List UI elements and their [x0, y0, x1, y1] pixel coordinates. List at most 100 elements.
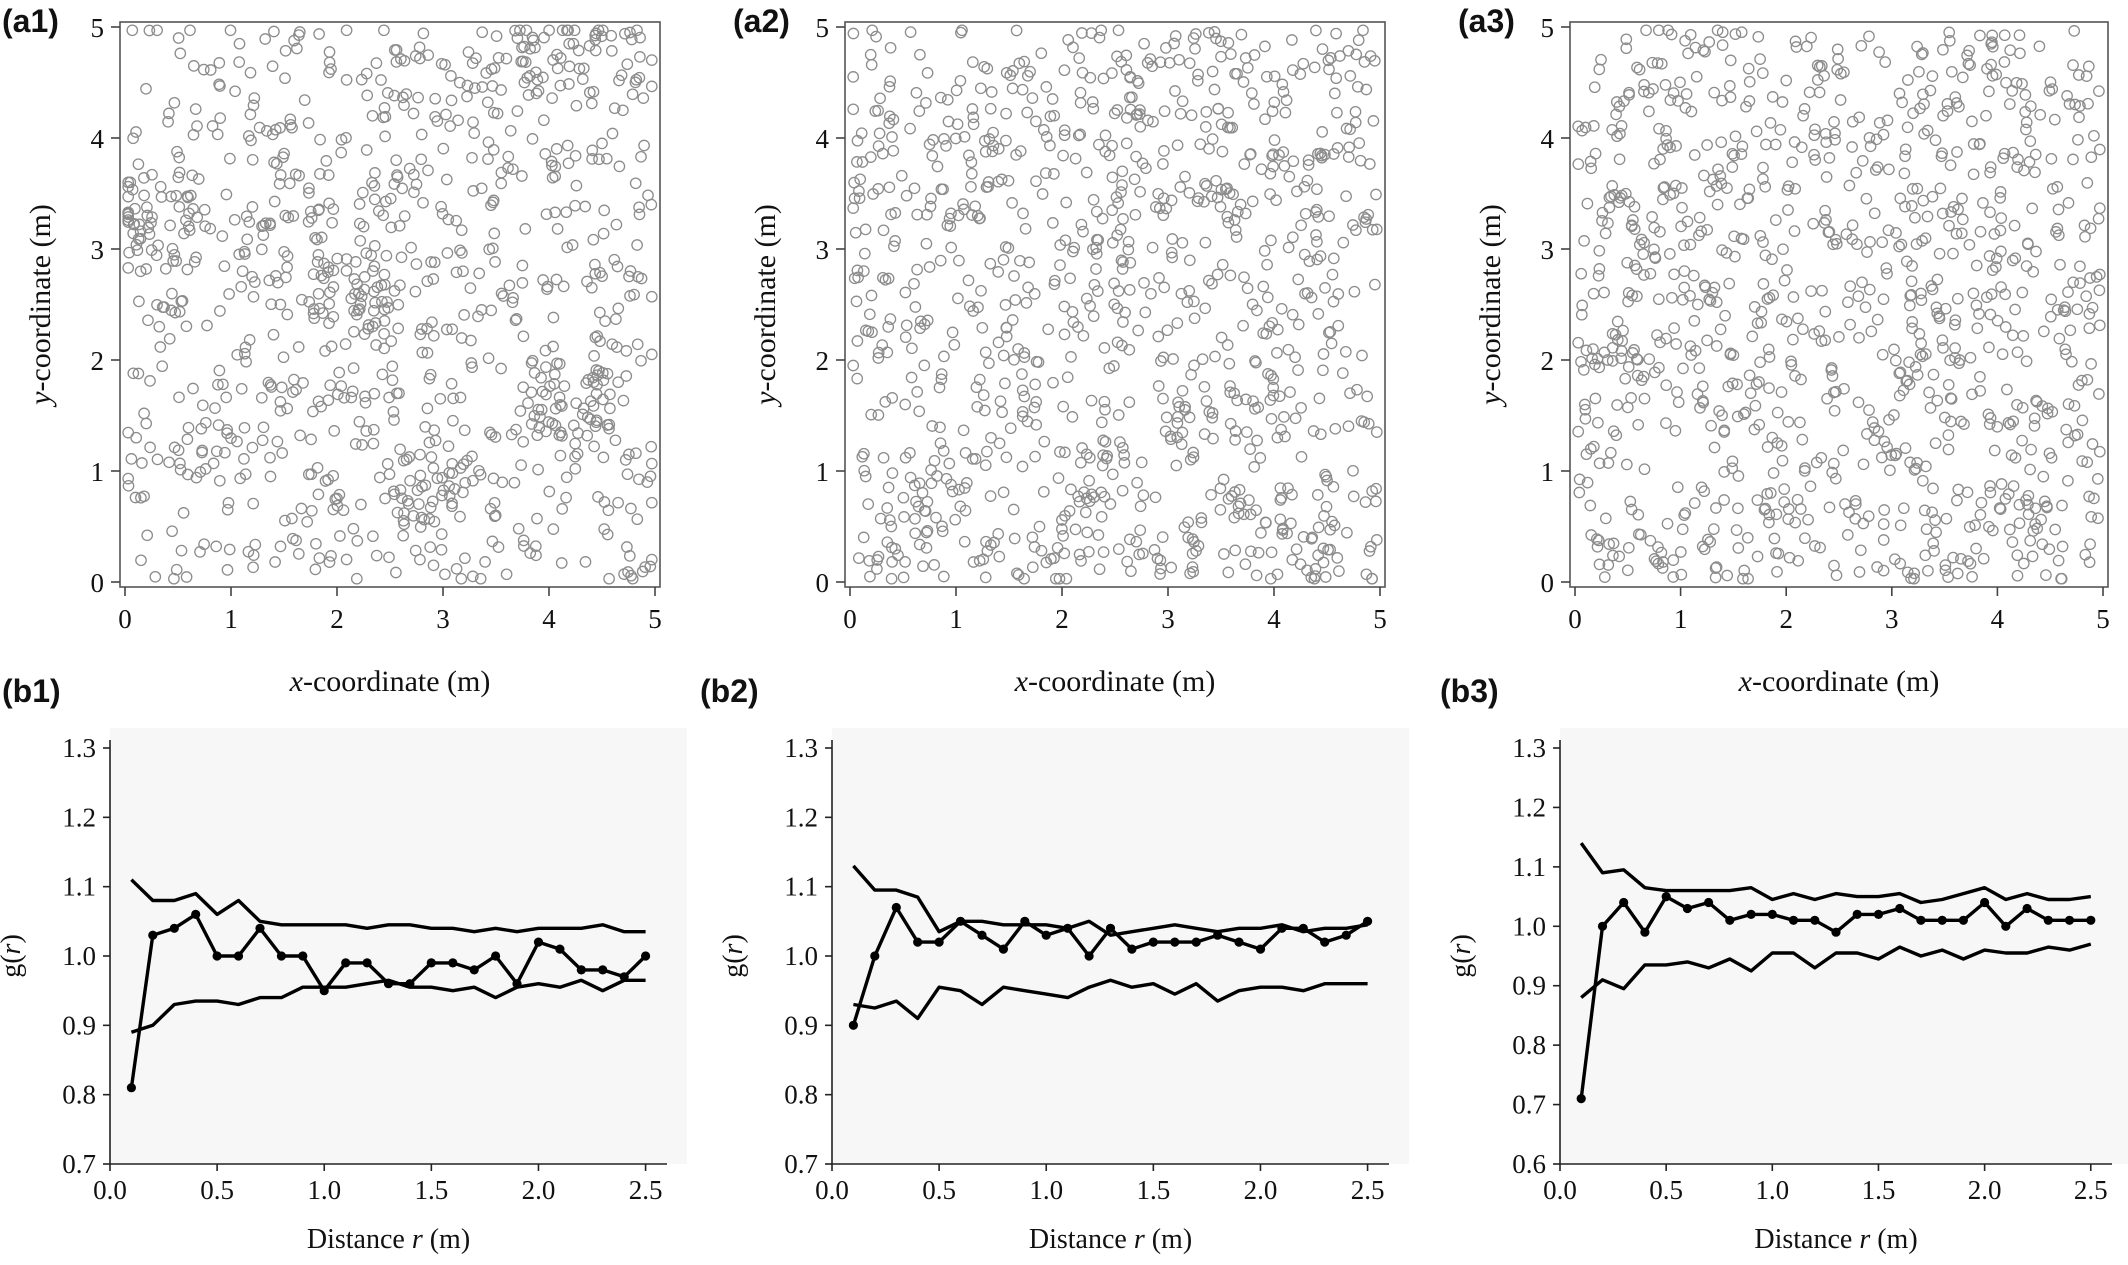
scatter-point [257, 219, 270, 232]
scatter-point [1142, 114, 1154, 127]
x-tick-label: 1 [949, 604, 963, 634]
scatter-point [1124, 71, 1136, 84]
scatter-point [1856, 276, 1868, 289]
scatter-point [1984, 486, 1997, 499]
scatter-point [2003, 523, 2016, 536]
scatter-point [1083, 495, 1096, 508]
scatter-point [1603, 191, 1616, 204]
scatter-point [1732, 542, 1745, 554]
scatter-point [1709, 562, 1722, 574]
scatter-point [1654, 225, 1666, 238]
scatter-point [1579, 121, 1592, 134]
scatter-point [1152, 187, 1165, 200]
scatter-point [1930, 526, 1942, 539]
scatter-point [863, 308, 876, 321]
scatter-point [1589, 392, 1602, 405]
scatter-point [1915, 48, 1928, 61]
scatter-point [1921, 124, 1934, 137]
scatter-point [483, 243, 496, 256]
scatter-point [1797, 323, 1809, 336]
scatter-point [1783, 551, 1796, 564]
scatter-point [1188, 312, 1201, 325]
scatter-point [1294, 68, 1307, 80]
scatter-point [883, 80, 896, 93]
scatter-point [1852, 290, 1865, 303]
scatter-point [458, 424, 471, 437]
scatter-point [923, 138, 936, 151]
scatter-point [1021, 106, 1034, 119]
scatter-point [589, 33, 602, 46]
scatter-point [911, 208, 924, 221]
scatter-point [427, 273, 440, 285]
scatter-point [2024, 463, 2036, 476]
scatter-point [645, 290, 658, 303]
scatter-point [1320, 500, 1333, 513]
scatter-point [1904, 456, 1916, 469]
scatter-point [1085, 394, 1098, 407]
scatter-point [2067, 276, 2080, 289]
scatter-point [298, 94, 311, 106]
scatter-point [587, 85, 600, 98]
scatter-point [1301, 174, 1314, 187]
scatter-point [1332, 288, 1345, 300]
scatter-point [182, 191, 194, 204]
scatter-point [1214, 482, 1227, 495]
scatter-point [645, 457, 658, 470]
scatter-point [859, 223, 872, 236]
scatter-point [1331, 142, 1344, 154]
scatter-point [1906, 316, 1919, 328]
observed-point [955, 916, 966, 926]
scatter-point [1370, 534, 1383, 546]
scatter-point [1649, 251, 1661, 263]
scatter-point [1202, 274, 1215, 287]
scatter-point [983, 133, 996, 145]
scatter-point [619, 454, 632, 466]
scatter-point [1853, 566, 1866, 578]
scatter-point [132, 158, 145, 171]
scatter-point [370, 549, 383, 562]
scatter-point [2011, 161, 2024, 173]
scatter-point [445, 70, 457, 82]
scatter-point [1818, 217, 1831, 229]
scatter-point [580, 377, 593, 389]
scatter-point [972, 301, 984, 314]
scatter-point [1579, 412, 1592, 425]
scatter-point [1719, 309, 1731, 322]
scatter-point [1240, 426, 1253, 438]
scatter-point [1743, 369, 1756, 382]
scatter-point [1007, 503, 1020, 516]
scatter-point [517, 381, 530, 394]
scatter-point [1660, 379, 1673, 392]
scatter-point [1087, 243, 1099, 256]
scatter-point [645, 553, 658, 566]
observed-point [641, 951, 651, 961]
scatter-point [268, 195, 281, 208]
scatter-point [1871, 561, 1883, 573]
scatter-point [1578, 235, 1590, 247]
scatter-point [1104, 498, 1117, 510]
scatter-point [603, 572, 615, 585]
scatter-point [277, 351, 290, 364]
observed-point [1661, 892, 1671, 902]
scatter-point [1189, 42, 1201, 55]
scatter-point [858, 464, 871, 477]
scatter-point [1966, 115, 1978, 128]
scatter-point [1286, 231, 1299, 244]
scatter-point [539, 148, 552, 160]
scatter-point [1046, 217, 1059, 229]
observed-point [2064, 915, 2075, 925]
scatter-point [2006, 254, 2019, 267]
scatter-point [209, 402, 221, 414]
scatter-point [541, 280, 554, 293]
scatter-point [855, 127, 868, 140]
scatter-point [135, 491, 147, 504]
scatter-point [373, 471, 386, 484]
scatter-point [146, 168, 158, 181]
scatter-point [1206, 277, 1218, 290]
scatter-point [1048, 278, 1061, 291]
scatter-point [1659, 79, 1672, 91]
scatter-point [1229, 425, 1242, 437]
scatter-point [1097, 72, 1110, 85]
scatter-point [2004, 44, 2017, 57]
scatter-point [1073, 495, 1086, 508]
